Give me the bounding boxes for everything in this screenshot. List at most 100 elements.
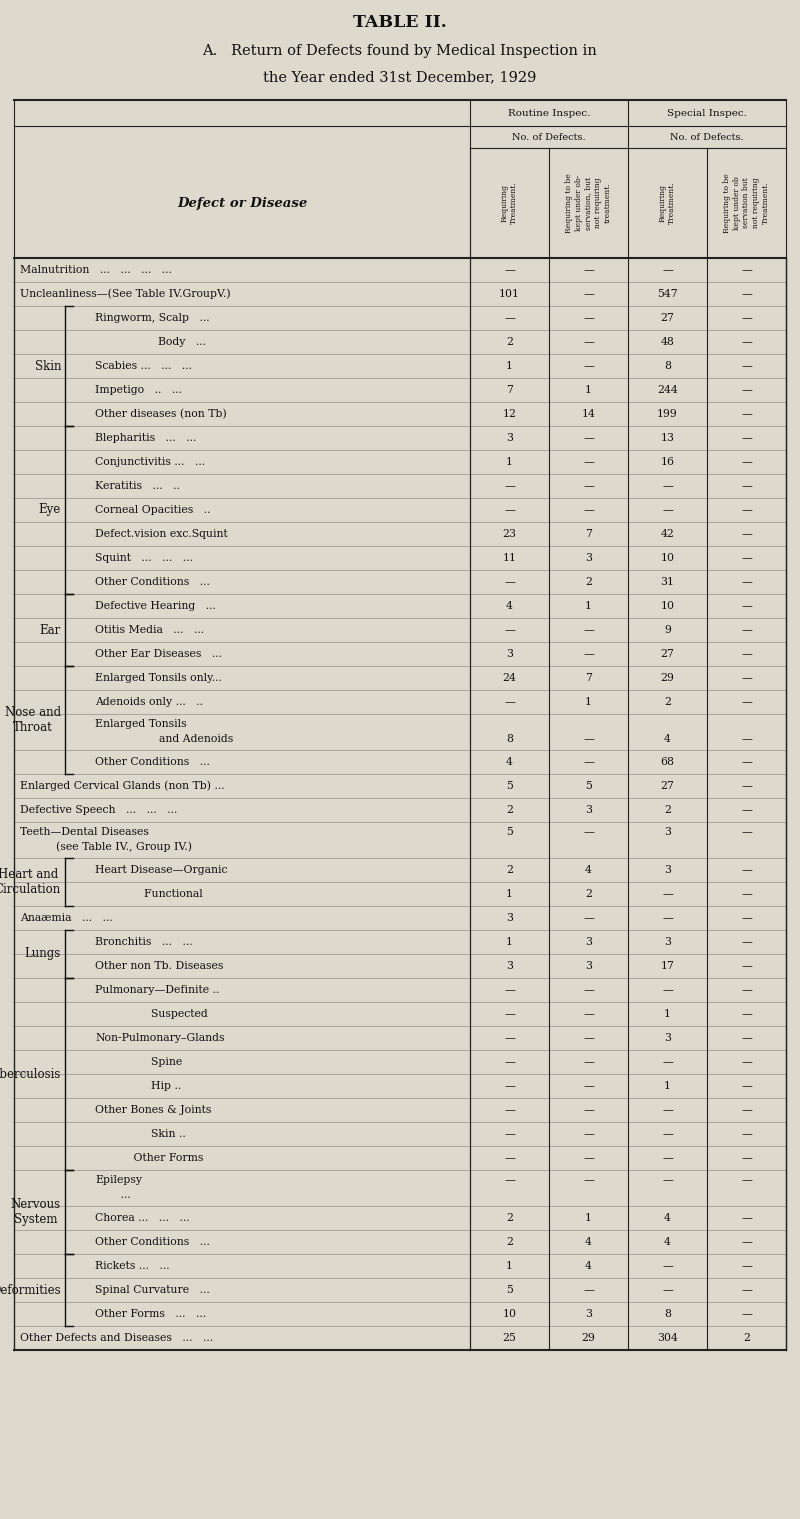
Text: Chorea ...   ...   ...: Chorea ... ... ... [95, 1214, 190, 1223]
Text: 14: 14 [582, 409, 595, 419]
Text: Hip ..: Hip .. [95, 1082, 182, 1091]
Text: Other Ear Diseases   ...: Other Ear Diseases ... [95, 649, 222, 659]
Text: 2: 2 [506, 1214, 513, 1223]
Text: Anaæmia   ...   ...: Anaæmia ... ... [20, 913, 113, 924]
Text: 2: 2 [506, 337, 513, 346]
Text: —: — [583, 457, 594, 466]
Text: 2: 2 [585, 577, 592, 586]
Text: TABLE II.: TABLE II. [353, 14, 447, 30]
Text: 17: 17 [661, 962, 674, 971]
Text: 7: 7 [506, 384, 513, 395]
Text: 1: 1 [664, 1082, 671, 1091]
Text: —: — [741, 805, 752, 816]
Text: 10: 10 [661, 553, 674, 564]
Text: 3: 3 [585, 1309, 592, 1318]
Text: Rickets ...   ...: Rickets ... ... [95, 1261, 170, 1271]
Text: —: — [741, 482, 752, 491]
Text: 3: 3 [664, 1033, 671, 1044]
Text: 4: 4 [664, 1214, 671, 1223]
Text: Otitis Media   ...   ...: Otitis Media ... ... [95, 624, 204, 635]
Text: —: — [741, 1261, 752, 1271]
Text: Conjunctivitis ...   ...: Conjunctivitis ... ... [95, 457, 205, 466]
Text: 1: 1 [506, 457, 513, 466]
Text: 5: 5 [506, 781, 513, 791]
Text: 42: 42 [661, 529, 674, 539]
Text: —: — [583, 289, 594, 299]
Text: —: — [662, 913, 673, 924]
Text: 4: 4 [585, 1261, 592, 1271]
Text: —: — [741, 937, 752, 946]
Text: —: — [583, 913, 594, 924]
Text: —: — [741, 529, 752, 539]
Text: 1: 1 [585, 1214, 592, 1223]
Text: —: — [741, 264, 752, 275]
Text: 3: 3 [506, 649, 513, 659]
Text: 12: 12 [502, 409, 517, 419]
Text: Pulmonary—Definite ..: Pulmonary—Definite .. [95, 984, 219, 995]
Text: —: — [741, 1009, 752, 1019]
Text: 4: 4 [506, 602, 513, 611]
Text: 4: 4 [664, 734, 671, 744]
Text: —: — [504, 1009, 515, 1019]
Text: Nervous
System: Nervous System [11, 1198, 61, 1226]
Text: —: — [741, 409, 752, 419]
Text: 3: 3 [664, 937, 671, 946]
Text: 8: 8 [506, 734, 513, 744]
Text: —: — [741, 1214, 752, 1223]
Text: —: — [741, 1057, 752, 1066]
Text: —: — [583, 1104, 594, 1115]
Text: 3: 3 [506, 962, 513, 971]
Text: 16: 16 [661, 457, 674, 466]
Text: Uncleanliness—(See Table IV.GroupV.): Uncleanliness—(See Table IV.GroupV.) [20, 289, 230, 299]
Text: Spinal Curvature   ...: Spinal Curvature ... [95, 1285, 210, 1296]
Text: 3: 3 [585, 805, 592, 816]
Text: 5: 5 [506, 1285, 513, 1296]
Text: —: — [583, 1129, 594, 1139]
Text: —: — [583, 649, 594, 659]
Text: Corneal Opacities   ..: Corneal Opacities .. [95, 504, 210, 515]
Text: Body   ...: Body ... [95, 337, 206, 346]
Text: —: — [583, 1285, 594, 1296]
Text: 7: 7 [585, 529, 592, 539]
Text: —: — [583, 756, 594, 767]
Text: 2: 2 [506, 864, 513, 875]
Text: 23: 23 [502, 529, 517, 539]
Text: —: — [662, 504, 673, 515]
Text: —: — [741, 962, 752, 971]
Text: —: — [741, 1129, 752, 1139]
Text: —: — [504, 1033, 515, 1044]
Text: Impetigo   ..   ...: Impetigo .. ... [95, 384, 182, 395]
Text: 3: 3 [585, 553, 592, 564]
Text: Non-Pulmonary–Glands: Non-Pulmonary–Glands [95, 1033, 225, 1044]
Text: Nose and
Throat: Nose and Throat [5, 706, 61, 734]
Text: —: — [504, 1176, 515, 1185]
Text: Other Forms   ...   ...: Other Forms ... ... [95, 1309, 206, 1318]
Text: —: — [662, 1176, 673, 1185]
Text: 2: 2 [664, 805, 671, 816]
Text: (see Table IV., Group IV.): (see Table IV., Group IV.) [35, 842, 192, 852]
Text: Skin: Skin [34, 360, 61, 372]
Text: —: — [741, 289, 752, 299]
Text: 48: 48 [661, 337, 674, 346]
Text: 1: 1 [506, 1261, 513, 1271]
Text: Squint   ...   ...   ...: Squint ... ... ... [95, 553, 193, 564]
Text: —: — [741, 649, 752, 659]
Text: —: — [741, 313, 752, 324]
Text: 27: 27 [661, 649, 674, 659]
Text: 4: 4 [506, 756, 513, 767]
Text: —: — [583, 433, 594, 444]
Text: Scabies ...   ...   ...: Scabies ... ... ... [95, 362, 192, 371]
Text: —: — [504, 482, 515, 491]
Text: 199: 199 [657, 409, 678, 419]
Text: —: — [583, 264, 594, 275]
Text: Other Conditions   ...: Other Conditions ... [95, 577, 210, 586]
Text: Enlarged Tonsils: Enlarged Tonsils [95, 718, 186, 729]
Text: 2: 2 [506, 1236, 513, 1247]
Text: —: — [662, 1285, 673, 1296]
Text: —: — [741, 337, 752, 346]
Text: 1: 1 [585, 602, 592, 611]
Text: —: — [741, 673, 752, 684]
Text: 4: 4 [664, 1236, 671, 1247]
Text: Deformities: Deformities [0, 1284, 61, 1297]
Text: 8: 8 [664, 1309, 671, 1318]
